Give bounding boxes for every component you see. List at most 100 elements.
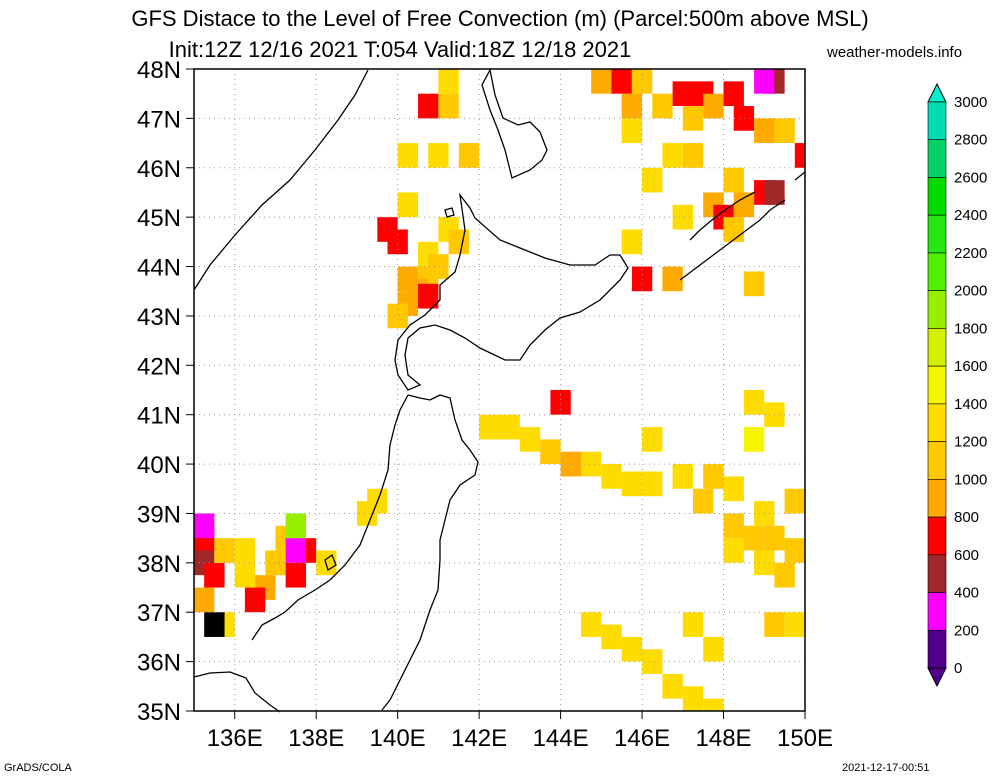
colorbar-bottom-triangle (927, 667, 947, 688)
lon-tick-label: 142E (451, 725, 507, 752)
colorbar-segment (927, 403, 947, 442)
field-cell (580, 451, 602, 477)
lat-tick-label: 47N (137, 106, 181, 133)
field-cell (733, 106, 755, 131)
lat-tick-label: 37N (137, 600, 181, 627)
kuril-islands (679, 171, 806, 281)
field-cell (723, 513, 744, 539)
lat-tick-label: 40N (137, 452, 181, 479)
field-cell (754, 118, 775, 144)
field-cell (764, 612, 785, 637)
field-cell (642, 649, 663, 674)
field-cell (723, 81, 744, 107)
field-cell (764, 180, 785, 205)
field-cell (631, 266, 653, 292)
hokkaido-coast (394, 192, 629, 391)
field-cell (356, 501, 378, 526)
lon-tick-label: 136E (207, 725, 263, 752)
field-cell (428, 143, 449, 168)
field-cell (234, 538, 256, 563)
colorbar-segment (927, 328, 947, 367)
field-cell (397, 143, 419, 168)
colorbar-label: 2400 (954, 207, 987, 224)
field-cell (642, 471, 663, 497)
footer-timestamp: 2021-12-17-00:51 (842, 762, 930, 774)
map-frame (193, 68, 806, 712)
field-cell (672, 464, 693, 489)
field-cell (479, 414, 500, 440)
lat-tick-label: 41N (137, 403, 181, 430)
field-cell (621, 118, 643, 144)
field-cell (682, 686, 704, 711)
lat-tick-label: 36N (137, 650, 181, 677)
field-cell (703, 698, 724, 711)
field-cell (397, 192, 419, 218)
field-cell (265, 550, 286, 576)
colorbar-segment (927, 365, 947, 405)
colorbar-segment (927, 214, 947, 254)
lon-tick-label: 144E (533, 725, 589, 752)
colorbar-label: 2600 (954, 169, 987, 186)
lon-tick-label: 138E (288, 725, 344, 752)
field-cell (519, 427, 541, 452)
chart-subtitle: Init:12Z 12/16 2021 T:054 Valid:18Z 12/1… (168, 37, 632, 62)
field-cell (703, 636, 724, 662)
colorbar: 3000280026002400220020001800160014001200… (927, 82, 987, 688)
field-cell (621, 229, 643, 255)
colorbar-segment (927, 101, 947, 141)
field-cell (784, 612, 805, 637)
lat-tick-label: 39N (137, 501, 181, 528)
field-cell (550, 390, 571, 415)
field-cell (285, 538, 307, 563)
field-cell (611, 69, 632, 94)
field-cell (733, 192, 755, 218)
field-cell (438, 93, 459, 119)
coastline (193, 68, 806, 713)
colorbar-segment (927, 252, 947, 291)
colorbar-label: 400 (954, 585, 979, 602)
colorbar-label: 2200 (954, 245, 987, 262)
lat-tick-label: 45N (137, 205, 181, 232)
field-cell (601, 624, 622, 650)
lat-tick-label: 43N (137, 304, 181, 331)
field-cell (194, 587, 215, 613)
lat-axis: 48N 47N 46N 45N 44N 43N 42N 41N 40N 39N 38N 37N 36N 3… (137, 57, 194, 726)
colorbar-label: 3000 (954, 94, 987, 111)
footer-credit: GrADS/COLA (4, 762, 72, 774)
field-cell (743, 390, 765, 415)
field-cell (601, 464, 622, 489)
field-cell (580, 612, 602, 637)
field-cell (642, 427, 663, 452)
field-cell (285, 562, 307, 588)
lat-tick-label: 42N (137, 353, 181, 380)
colorbar-segment (927, 290, 947, 329)
lon-tick-label: 140E (370, 725, 426, 752)
field-cell (794, 143, 805, 168)
field-cell (672, 204, 693, 230)
field-cell (214, 538, 235, 563)
field-cell (591, 69, 612, 94)
field-cell (244, 587, 266, 613)
field-cell (682, 106, 704, 131)
field-cell (743, 525, 765, 551)
field-cell (621, 93, 643, 119)
field-cell (458, 143, 480, 168)
colorbar-segment (927, 139, 947, 178)
colorbar-label: 1000 (954, 471, 987, 488)
field-cell (631, 69, 653, 94)
colorbar-label: 600 (954, 547, 979, 564)
field-cell (682, 143, 704, 168)
field-cell (285, 513, 307, 539)
field-cell (723, 476, 744, 502)
field-cell (662, 673, 683, 699)
field-cell (784, 488, 805, 514)
field-cell (499, 414, 520, 440)
colorbar-segment (927, 592, 947, 631)
field-cell (204, 612, 225, 637)
field-cell (621, 636, 643, 662)
colorbar-segment (927, 554, 947, 593)
asia-coast (193, 69, 369, 291)
field-cell (621, 471, 643, 497)
lat-tick-label: 46N (137, 156, 181, 183)
field-cell (764, 525, 785, 551)
